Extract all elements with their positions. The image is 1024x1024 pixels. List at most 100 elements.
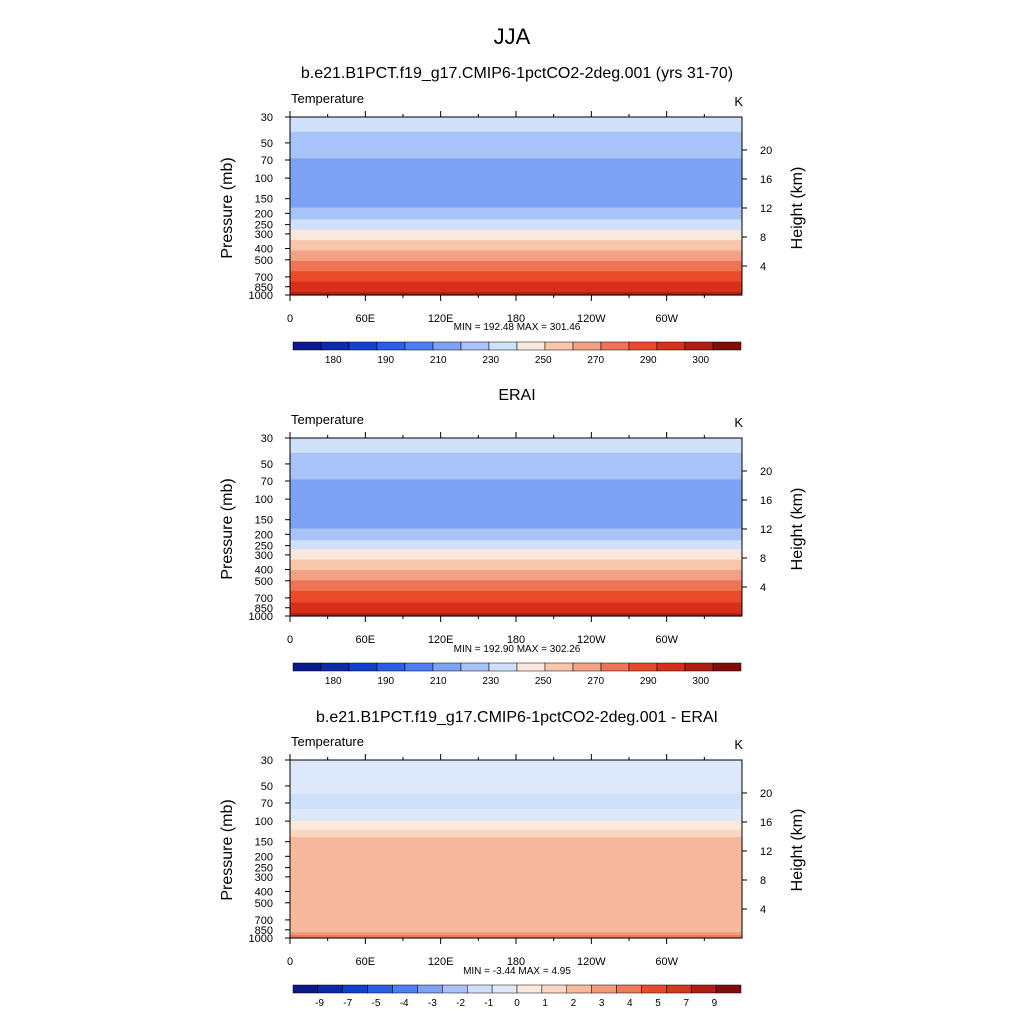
- colorbar-box: [367, 984, 393, 994]
- colorbar-box: [342, 984, 368, 994]
- heatmap-band: [290, 443, 742, 447]
- heatmap-band: [290, 789, 742, 792]
- colorbar-label: -9: [315, 998, 324, 1009]
- heatmap-band: [290, 804, 742, 807]
- y-tick-label: 150: [255, 515, 273, 527]
- panel-1-ylabel-left: Pressure (mb): [219, 157, 236, 258]
- panel-2-ylabel-right: Height (km): [789, 488, 806, 571]
- heatmap-band: [290, 791, 742, 794]
- y-tick-label: 1000: [249, 933, 273, 945]
- y-tick-label: 1000: [249, 611, 273, 623]
- heatmap-band: [290, 553, 742, 556]
- colorbar-box: [516, 984, 543, 994]
- heatmap-band: [290, 601, 742, 604]
- heatmap-band: [290, 119, 742, 123]
- heatmap-band: [290, 219, 742, 222]
- heatmap-band: [290, 231, 742, 234]
- heatmap-band: [290, 592, 742, 595]
- heatmap-band: [290, 773, 742, 776]
- colorbar-label: 300: [692, 355, 709, 366]
- heatmap-band: [290, 519, 742, 522]
- y-tick-label: 850: [255, 925, 273, 937]
- colorbar-box: [392, 984, 418, 994]
- heatmap-band: [290, 590, 742, 593]
- heatmap-band: [290, 482, 742, 485]
- heatmap-band: [290, 820, 742, 823]
- heatmap-band: [290, 556, 742, 559]
- panel-1-field-label: Temperature: [291, 91, 364, 106]
- heatmap-band: [290, 776, 742, 779]
- colorbar-box: [417, 984, 443, 994]
- y-tick-label: 200: [255, 851, 273, 863]
- heatmap-band: [290, 155, 742, 158]
- heatmap-band: [290, 800, 742, 803]
- heatmap-band: [290, 243, 742, 246]
- colorbar-box: [292, 984, 319, 994]
- y-tick-label: 300: [255, 229, 273, 241]
- colorbar-box: [320, 341, 350, 351]
- heatmap-band: [290, 546, 742, 549]
- heatmap-band: [290, 559, 742, 562]
- height-tick-label: 4: [760, 261, 766, 273]
- heatmap-band: [290, 272, 742, 275]
- y-tick-label: 500: [255, 898, 273, 910]
- heatmap-band: [290, 455, 742, 458]
- heatmap-band: [290, 570, 742, 573]
- x-tick-label: 180: [507, 313, 525, 325]
- heatmap-band: [290, 189, 742, 192]
- colorbar-box: [348, 341, 378, 351]
- heatmap-band: [290, 866, 742, 869]
- heatmap-band: [290, 143, 742, 146]
- x-tick-label: 180: [507, 634, 525, 646]
- panel-3-stats: MIN = -3.44 MAX = 4.95: [463, 966, 571, 977]
- heatmap-band: [290, 762, 742, 766]
- heatmap-band: [290, 518, 742, 521]
- y-tick-label: 400: [255, 886, 273, 898]
- heatmap-band: [290, 232, 742, 235]
- heatmap-band: [290, 274, 742, 277]
- heatmap-band: [290, 577, 742, 580]
- colorbar-box: [712, 662, 742, 672]
- colorbar-label: -1: [484, 998, 493, 1009]
- heatmap-band: [290, 271, 742, 274]
- heatmap-band: [290, 145, 742, 148]
- heatmap-band: [290, 607, 742, 610]
- colorbar-box: [348, 662, 378, 672]
- heatmap-band: [290, 513, 742, 516]
- heatmap-band: [290, 851, 742, 855]
- heatmap-band: [290, 865, 742, 868]
- heatmap-band: [290, 909, 742, 912]
- panel-3-title: b.e21.B1PCT.f19_g17.CMIP6-1pctCO2-2deg.0…: [316, 709, 718, 726]
- heatmap-band: [290, 803, 742, 806]
- panel-2-title: ERAI: [498, 387, 535, 404]
- heatmap-band: [290, 228, 742, 231]
- colorbar-label: 9: [712, 998, 718, 1009]
- heatmap-band: [290, 813, 742, 816]
- heatmap-band: [290, 890, 742, 893]
- height-tick-label: 16: [760, 817, 772, 829]
- heatmap-band: [290, 170, 742, 173]
- heatmap-band: [290, 234, 742, 237]
- heatmap-band: [290, 549, 742, 552]
- y-tick-label: 500: [255, 255, 273, 267]
- x-tick-label: 120E: [428, 634, 454, 646]
- heatmap-band: [290, 887, 742, 890]
- heatmap-band: [290, 535, 742, 538]
- heatmap-band: [290, 562, 742, 565]
- heatmap-band: [290, 494, 742, 497]
- colorbar-box: [516, 341, 546, 351]
- heatmap-band: [290, 555, 742, 558]
- heatmap-band: [290, 547, 742, 550]
- heatmap-band: [290, 491, 742, 494]
- height-tick-label: 20: [760, 145, 772, 157]
- heatmap-band: [290, 247, 742, 250]
- height-tick-label: 8: [760, 553, 766, 565]
- heatmap-band: [290, 127, 742, 130]
- heatmap-band: [290, 151, 742, 154]
- y-tick-label: 100: [255, 494, 273, 506]
- heatmap-band: [290, 503, 742, 506]
- x-tick-label: 120E: [428, 956, 454, 968]
- panel-3-colorbar: -9 -7 -5 -4 -3 -2 -1 0 1 2 3 4 5 7 9: [292, 984, 742, 1009]
- heatmap-band: [290, 599, 742, 602]
